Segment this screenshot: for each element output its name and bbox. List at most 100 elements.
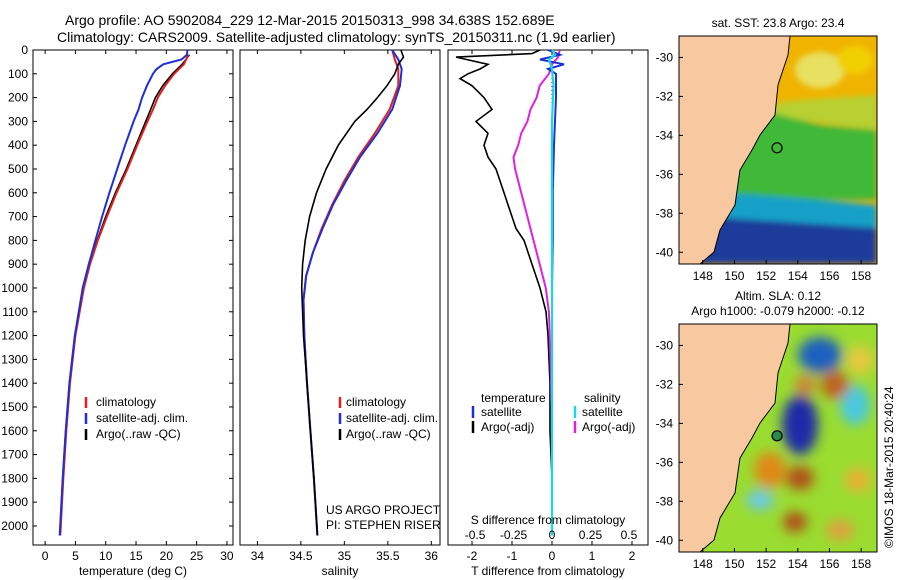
map-x-tick-label: 154 (788, 269, 808, 283)
sla-map-title2: Argo h1000: -0.079 h2000: -0.12 (691, 304, 865, 318)
difference-lines (455, 49, 565, 545)
temperature-xlabel: temperature (deg C) (79, 564, 187, 578)
imos-credit: ©IMOS 18-Mar-2015 20:40:24 (882, 386, 896, 548)
map-y-tick-label: -30 (656, 338, 674, 352)
map-x-tick-label: 150 (724, 557, 744, 571)
depth-tick-label: 700 (8, 210, 28, 224)
temperature-lines (58, 49, 191, 536)
depth-tick-label: 600 (8, 186, 28, 200)
temperature-plot-frame (32, 49, 234, 546)
sla-high (783, 512, 807, 532)
depth-tick-label: 2000 (1, 519, 28, 533)
salinity-legend: climatology satellite-adj. clim. Argo(..… (338, 395, 438, 441)
map-x-tick-label: 152 (756, 269, 776, 283)
legend-argo: Argo(..raw -QC) (96, 427, 181, 441)
s-tick-label: -0.25 (500, 528, 528, 542)
legend-s-argo: Argo(-adj) (582, 420, 635, 434)
legend-salinity-heading: salinity (584, 391, 621, 405)
series-line-s-argo (512, 49, 561, 536)
depth-tick-label: 1100 (2, 305, 28, 319)
map-x-tick-label: 150 (724, 269, 744, 283)
x-tick-label: 30 (220, 549, 234, 563)
sst-yellow-patch (795, 52, 845, 88)
legend-s-satellite: satellite (582, 405, 623, 419)
sst-field (679, 36, 877, 264)
salinity-lines (300, 49, 405, 536)
sla-low (782, 395, 818, 455)
depth-tick-label: 1400 (1, 376, 28, 390)
x-tick-label: 25 (190, 549, 204, 563)
s-diff-label: S difference from climatology (471, 513, 626, 527)
depth-tick-label: 400 (8, 138, 28, 152)
sla-field (679, 324, 877, 552)
depth-tick-label: 200 (8, 91, 28, 105)
map-y-tick-label: -34 (656, 416, 674, 430)
depth-tick-label: 1900 (1, 495, 28, 509)
x-tick-label: -2 (467, 549, 478, 563)
salinity-plot-frame (239, 49, 441, 546)
map-y-tick-label: -40 (656, 245, 674, 259)
sla-low (840, 385, 870, 425)
series-line-s-satellite (547, 49, 557, 536)
sst-map-title: sat. SST: 23.8 Argo: 23.4 (712, 16, 845, 30)
s-tick-label: 0.5 (621, 528, 638, 542)
legend-argo: Argo(..raw -QC) (346, 427, 431, 441)
difference-panel: -2 -1 0 1 2 temperature salinity satellite A… (447, 49, 649, 578)
sla-high (786, 466, 814, 490)
x-tick-label: 35.5 (376, 549, 400, 563)
sla-map-frame (678, 323, 878, 553)
sst-yellow-patch (837, 46, 873, 74)
sla-map: Altim. SLA: 0.12 Argo h1000: -0.079 h200… (656, 289, 878, 571)
depth-tick-label: 300 (8, 114, 28, 128)
legend-t-satellite: satellite (481, 405, 522, 419)
legend-t-argo: Argo(-adj) (481, 420, 534, 434)
x-tick-label: 10 (99, 549, 113, 563)
map-x-tick-label: 158 (851, 557, 871, 571)
x-tick-label: 0 (549, 549, 556, 563)
map-x-tick-label: 156 (819, 557, 839, 571)
series-line-argo (300, 49, 405, 536)
x-tick-label: 1 (589, 549, 596, 563)
depth-tick-label: 1700 (1, 448, 28, 462)
series-line-t-argo (455, 49, 553, 536)
salinity-x-axis: 34 34.5 35 35.5 36 (251, 50, 438, 563)
legend-satellite: satellite-adj. clim. (96, 411, 188, 425)
sla-high (754, 452, 786, 488)
depth-tick-label: 1000 (1, 281, 28, 295)
sla-low (746, 490, 774, 510)
depth-tick-label: 1500 (1, 400, 28, 414)
argo-position-marker (771, 142, 783, 154)
legend-temperature-heading: temperature (481, 391, 546, 405)
map-y-tick-label: -32 (656, 89, 674, 103)
x-tick-label: 35 (338, 549, 352, 563)
map-y-tick-label: -36 (656, 455, 674, 469)
sla-high (795, 375, 815, 395)
depth-tick-label: 1600 (1, 424, 28, 438)
t-diff-label: T difference from climatology (471, 564, 625, 578)
s-tick-label: 0.25 (579, 528, 603, 542)
sla-high (826, 520, 854, 540)
header-line1: Argo profile: AO 5902084_229 12-Mar-2015… (65, 12, 555, 28)
depth-tick-label: 1300 (1, 352, 28, 366)
map-x-tick-label: 154 (788, 557, 808, 571)
x-tick-label: 5 (72, 549, 79, 563)
sst-map-axes: 148 150 152 154 156 158 -30 -32 -34 -36 -38 -40 (656, 50, 872, 283)
x-tick-label: 0 (42, 549, 49, 563)
series-line-argo (58, 49, 189, 536)
s-tick-label: 0 (549, 528, 556, 542)
sla-map-axes: 148 150 152 154 156 158 -30 -32 -34 -36 -38 -40 (656, 338, 872, 571)
salinity-xlabel: salinity (322, 564, 359, 578)
depth-tick-label: 500 (8, 162, 28, 176)
depth-tick-label: 100 (8, 67, 28, 81)
x-tick-label: 34.5 (289, 549, 313, 563)
x-tick-label: 34 (251, 549, 265, 563)
map-x-tick-label: 156 (819, 269, 839, 283)
project-label: US ARGO PROJECT (326, 503, 441, 517)
depth-tick-label: 800 (8, 233, 28, 247)
map-y-tick-label: -32 (656, 377, 674, 391)
x-tick-label: 20 (160, 549, 174, 563)
sla-high (845, 468, 871, 492)
depth-tick-label: 0 (21, 43, 28, 57)
sla-low (798, 337, 842, 373)
